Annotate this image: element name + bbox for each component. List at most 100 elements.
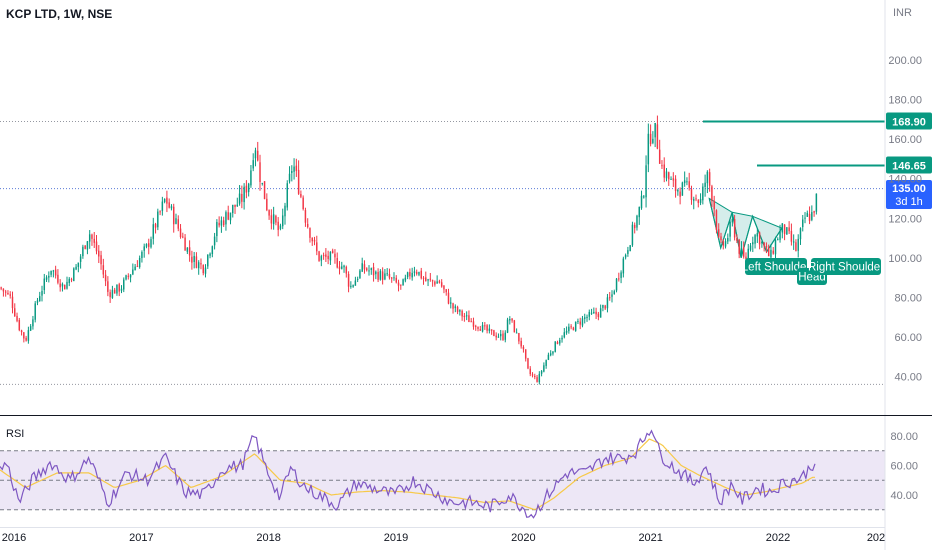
candle-body[interactable] <box>702 186 704 201</box>
candle-body[interactable] <box>79 256 82 262</box>
candle-body[interactable] <box>384 273 386 280</box>
candle-body[interactable] <box>227 212 229 220</box>
candle-body[interactable] <box>627 250 629 254</box>
candle-body[interactable] <box>624 254 627 258</box>
candle-body[interactable] <box>59 283 61 288</box>
candle-body[interactable] <box>813 211 815 213</box>
candle-body[interactable] <box>77 262 80 267</box>
candle-body[interactable] <box>515 332 518 334</box>
candle-body[interactable] <box>236 204 239 207</box>
candle-body[interactable] <box>9 294 11 296</box>
candle-body[interactable] <box>18 320 21 331</box>
candle-body[interactable] <box>284 205 286 217</box>
candle-body[interactable] <box>552 351 554 354</box>
candle-body[interactable] <box>381 271 384 280</box>
candle-body[interactable] <box>25 337 27 341</box>
candle-body[interactable] <box>102 265 105 275</box>
candle-body[interactable] <box>172 206 175 225</box>
candle-body[interactable] <box>39 296 41 302</box>
candle-body[interactable] <box>697 200 700 203</box>
candle-body[interactable] <box>222 220 225 226</box>
candle-body[interactable] <box>431 280 434 282</box>
candle-body[interactable] <box>588 311 591 317</box>
candle-body[interactable] <box>531 374 534 376</box>
candle-body[interactable] <box>713 200 715 210</box>
candle-body[interactable] <box>643 196 645 198</box>
candle-body[interactable] <box>306 223 309 228</box>
candle-body[interactable] <box>188 247 191 256</box>
candle-body[interactable] <box>263 181 266 200</box>
candle-body[interactable] <box>359 270 361 279</box>
candle-body[interactable] <box>506 319 509 333</box>
candle-body[interactable] <box>631 224 634 246</box>
candle-body[interactable] <box>783 224 786 234</box>
candle-body[interactable] <box>452 303 454 309</box>
candle-body[interactable] <box>154 223 157 228</box>
candle-body[interactable] <box>75 266 77 270</box>
candle-body[interactable] <box>213 236 216 246</box>
candle-body[interactable] <box>504 332 507 340</box>
candle-body[interactable] <box>447 292 450 304</box>
candle-body[interactable] <box>604 305 606 309</box>
candle-body[interactable] <box>41 290 43 296</box>
candle-body[interactable] <box>182 236 184 238</box>
candle-body[interactable] <box>179 228 182 238</box>
candle-body[interactable] <box>286 183 289 208</box>
candle-body[interactable] <box>375 271 377 275</box>
candle-body[interactable] <box>14 308 16 317</box>
candle-body[interactable] <box>645 165 647 198</box>
candle-body[interactable] <box>681 182 684 196</box>
candle-body[interactable] <box>618 278 620 280</box>
candle-body[interactable] <box>70 279 73 281</box>
candle-body[interactable] <box>366 268 368 271</box>
candle-body[interactable] <box>20 330 23 333</box>
candle-body[interactable] <box>518 332 520 342</box>
candle-body[interactable] <box>763 242 765 247</box>
candle-body[interactable] <box>434 281 436 285</box>
candle-body[interactable] <box>36 300 39 303</box>
candle-body[interactable] <box>420 270 422 279</box>
candle-body[interactable] <box>690 189 693 200</box>
candle-body[interactable] <box>720 236 722 241</box>
candle-body[interactable] <box>463 315 466 318</box>
candle-body[interactable] <box>729 221 731 237</box>
candle-body[interactable] <box>100 255 102 265</box>
candle-body[interactable] <box>197 262 200 269</box>
candle-body[interactable] <box>200 263 202 265</box>
candle-body[interactable] <box>781 223 784 233</box>
candle-body[interactable] <box>465 315 468 317</box>
candle-body[interactable] <box>490 329 493 331</box>
candle-body[interactable] <box>229 212 232 221</box>
candle-body[interactable] <box>304 210 307 223</box>
candle-body[interactable] <box>554 341 556 352</box>
candle-body[interactable] <box>138 257 141 268</box>
candle-body[interactable] <box>779 231 781 240</box>
candle-body[interactable] <box>695 198 697 200</box>
candle-body[interactable] <box>559 340 561 344</box>
candle-body[interactable] <box>429 278 432 280</box>
right-shoulder-label-box[interactable] <box>811 258 881 275</box>
candle-body[interactable] <box>422 277 425 279</box>
candle-body[interactable] <box>688 181 690 188</box>
candle-body[interactable] <box>563 332 566 338</box>
candle-body[interactable] <box>275 215 277 223</box>
candle-body[interactable] <box>390 277 393 279</box>
candle-body[interactable] <box>254 150 257 159</box>
candle-body[interactable] <box>663 164 665 178</box>
candle-body[interactable] <box>427 279 429 281</box>
candle-body[interactable] <box>329 251 332 261</box>
candle-body[interactable] <box>699 198 702 203</box>
candle-body[interactable] <box>636 215 638 228</box>
candle-body[interactable] <box>484 325 486 327</box>
candle-body[interactable] <box>579 321 581 325</box>
candle-body[interactable] <box>93 238 95 243</box>
candle-body[interactable] <box>104 274 107 282</box>
candle-body[interactable] <box>568 326 570 332</box>
candle-body[interactable] <box>706 171 709 184</box>
candle-body[interactable] <box>243 186 245 203</box>
candle-body[interactable] <box>443 285 445 290</box>
candle-body[interactable] <box>161 201 164 211</box>
candle-body[interactable] <box>118 284 120 292</box>
candle-body[interactable] <box>454 306 457 309</box>
candle-body[interactable] <box>95 241 98 252</box>
